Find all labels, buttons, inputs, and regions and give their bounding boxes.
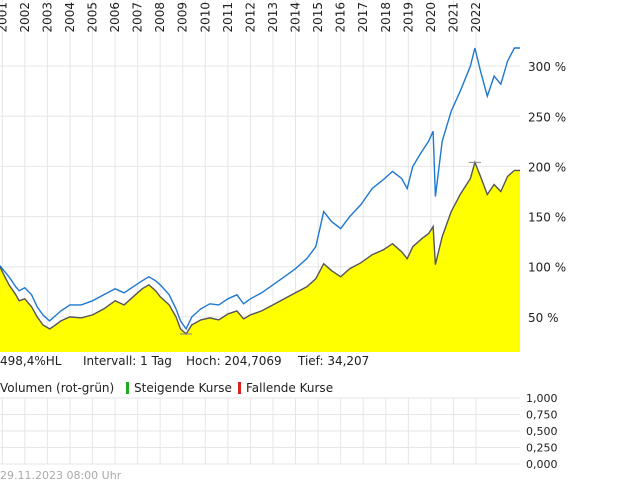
- volume-legend-title: Volumen (rot-grün): [0, 381, 115, 395]
- volume-y-tick-label: 0,250: [526, 442, 558, 455]
- legend-falling: Fallende Kurse: [238, 379, 333, 397]
- volume-y-tick-label: 1,000: [526, 392, 558, 405]
- y-tick-label: 200 %: [528, 160, 566, 174]
- volume-y-tick-label: 0,500: [526, 425, 558, 438]
- x-tick-label: 2008: [153, 2, 167, 33]
- x-tick-label: 2014: [289, 2, 303, 33]
- y-tick-label: 50 %: [528, 311, 559, 325]
- legend-falling-label: Fallende Kurse: [246, 381, 334, 395]
- high-label: Hoch: 204,7069: [186, 354, 282, 368]
- x-tick-label: 2010: [198, 2, 212, 33]
- x-tick-label: 2011: [221, 2, 235, 33]
- interval-label: Intervall: 1 Tag: [83, 354, 172, 368]
- x-tick-label: 2009: [176, 2, 190, 33]
- low-label: Tief: 34,207: [298, 354, 370, 368]
- volume-y-tick-label: 0,000: [526, 458, 558, 471]
- info-row: 498,4%HL Intervall: 1 Tag Hoch: 204,7069…: [0, 352, 520, 370]
- x-tick-label: 2007: [131, 2, 145, 33]
- x-tick-label: 2003: [40, 2, 54, 33]
- rising-swatch-icon: [126, 382, 129, 394]
- x-tick-label: 2022: [469, 2, 483, 33]
- x-tick-label: 2004: [63, 2, 77, 33]
- timestamp: 29.11.2023 08:00 Uhr: [0, 469, 122, 482]
- range-label: 498,4%HL: [0, 354, 62, 368]
- x-tick-label: 2015: [311, 2, 325, 33]
- legend-rising: Steigende Kurse: [126, 379, 232, 397]
- legend-rising-label: Steigende Kurse: [134, 381, 232, 395]
- x-tick-label: 2005: [85, 2, 99, 33]
- y-tick-label: 150 %: [528, 211, 566, 225]
- x-tick-label: 2020: [424, 2, 438, 33]
- falling-swatch-icon: [238, 382, 241, 394]
- x-tick-label: 2013: [266, 2, 280, 33]
- x-tick-label: 2017: [356, 2, 370, 33]
- y-tick-label: 100 %: [528, 261, 566, 275]
- x-tick-label: 2019: [401, 2, 415, 33]
- x-tick-label: 2012: [243, 2, 257, 33]
- area-line: [0, 160, 520, 335]
- y-tick-label: 250 %: [528, 110, 566, 124]
- x-tick-label: 2006: [108, 2, 122, 33]
- x-tick-label: 2002: [18, 2, 32, 33]
- x-tick-label: 2001: [0, 2, 9, 33]
- area-fill: [0, 162, 520, 352]
- y-tick-label: 300 %: [528, 60, 566, 74]
- x-tick-label: 2016: [334, 2, 348, 33]
- compare-line: [0, 47, 520, 331]
- x-tick-label: 2018: [379, 2, 393, 33]
- volume-y-tick-label: 0,750: [526, 409, 558, 422]
- x-tick-label: 2021: [446, 2, 460, 33]
